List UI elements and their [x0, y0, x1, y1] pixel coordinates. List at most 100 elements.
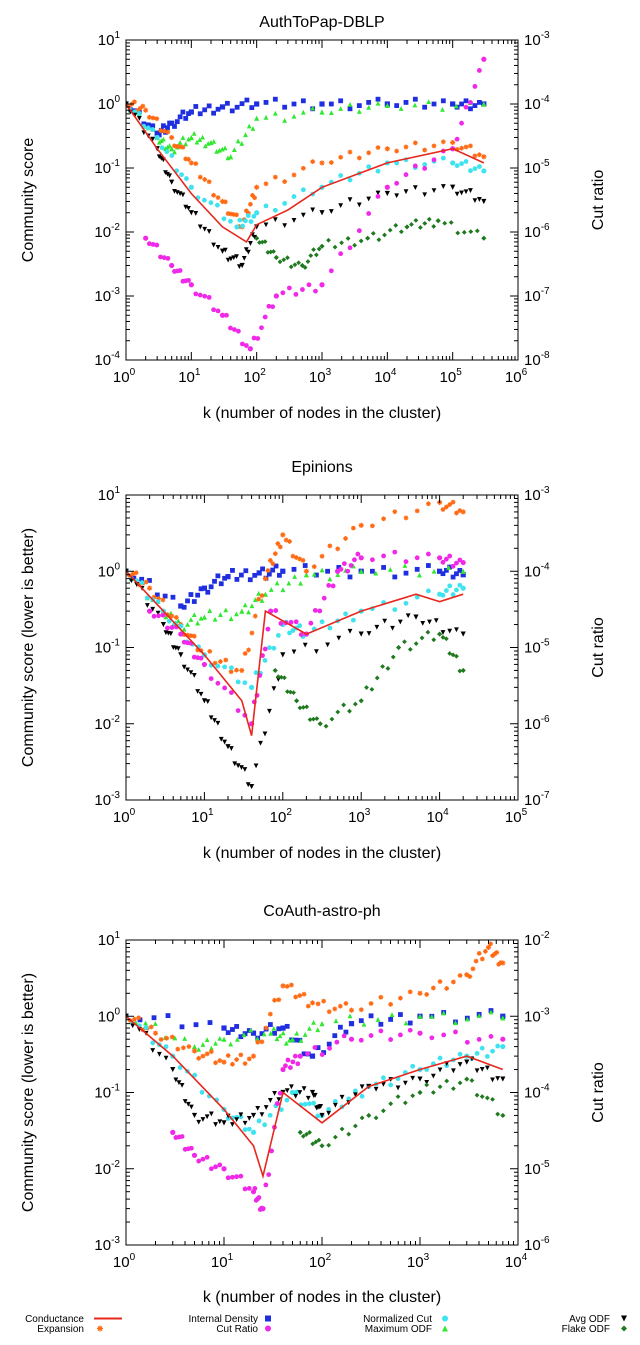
data-point-internal-density: [252, 572, 258, 578]
data-point-maximum-odf: [261, 1031, 267, 1037]
data-point-avg-odf: [318, 1104, 324, 1109]
data-point-flake-odf: [311, 247, 316, 253]
data-point-cut-ratio: [143, 235, 149, 241]
data-point-cut-ratio: [208, 1166, 214, 1172]
data-point-internal-density: [403, 100, 409, 105]
data-point-avg-odf: [403, 189, 409, 195]
data-point-internal-density: [277, 572, 282, 578]
data-point-flake-odf: [448, 220, 454, 225]
data-point-flake-odf: [398, 229, 404, 235]
data-point-expansion: [250, 192, 255, 198]
data-point-maximum-odf: [212, 616, 218, 622]
data-point-expansion: [136, 1015, 142, 1021]
data-point-internal-density: [145, 122, 151, 128]
data-point-flake-odf: [332, 244, 338, 250]
data-point-avg-odf: [319, 210, 325, 216]
data-point-avg-odf: [336, 635, 342, 641]
data-point-cut-ratio: [341, 1033, 347, 1039]
data-point-internal-density: [437, 568, 443, 574]
data-point-cut-ratio: [447, 553, 453, 559]
data-point-cut-ratio: [334, 1039, 340, 1045]
data-point-expansion: [457, 508, 463, 513]
data-point-avg-odf: [249, 783, 255, 790]
data-point-expansion: [169, 613, 175, 619]
data-point-expansion: [211, 192, 216, 198]
x-tick-label: 105: [440, 367, 463, 386]
data-point-flake-odf: [304, 704, 310, 710]
data-point-avg-odf: [238, 1112, 244, 1118]
data-point-maximum-odf: [235, 138, 241, 144]
data-point-internal-density: [291, 101, 297, 107]
data-point-internal-density: [272, 1030, 277, 1036]
data-point-cut-ratio: [191, 1152, 198, 1158]
data-point-avg-odf: [165, 171, 170, 177]
data-point-normalized-cut: [484, 1053, 490, 1059]
data-point-cut-ratio: [230, 1174, 235, 1180]
data-point-normalized-cut: [234, 224, 240, 230]
data-point-internal-density: [202, 107, 208, 113]
x-tick-label: 106: [505, 367, 528, 386]
data-point-expansion: [337, 1003, 343, 1009]
data-point-expansion: [137, 106, 143, 111]
data-point-flake-odf: [352, 242, 358, 248]
data-point-maximum-odf: [366, 104, 372, 110]
data-point-maximum-odf: [228, 1041, 234, 1047]
x-tick-label: 102: [309, 1252, 332, 1271]
data-point-maximum-odf: [204, 1037, 210, 1043]
data-point-internal-density: [230, 567, 235, 573]
data-point-cut-ratio: [217, 1162, 223, 1168]
data-point-maximum-odf: [218, 612, 223, 617]
data-point-maximum-odf: [315, 1027, 321, 1033]
data-point-expansion: [460, 509, 466, 515]
data-point-flake-odf: [300, 704, 306, 710]
data-point-internal-density: [169, 120, 175, 126]
data-point-internal-density: [170, 594, 176, 600]
data-point-avg-odf: [128, 578, 134, 584]
data-point-expansion: [414, 508, 420, 514]
data-point-cut-ratio: [246, 1186, 252, 1191]
data-point-avg-odf: [204, 1114, 210, 1120]
data-point-maximum-odf: [375, 100, 381, 106]
data-point-internal-density: [137, 1017, 143, 1023]
x-tick-label: 103: [348, 807, 371, 826]
data-point-expansion: [161, 128, 167, 134]
data-point-flake-odf: [305, 259, 311, 264]
data-point-expansion: [282, 179, 288, 185]
data-point-internal-density: [249, 105, 255, 111]
data-point-maximum-odf: [347, 101, 353, 107]
data-point-internal-density: [234, 1024, 240, 1029]
data-point-avg-odf: [208, 1111, 214, 1117]
data-point-cut-ratio: [300, 287, 305, 292]
data-point-expansion: [245, 210, 251, 216]
data-point-expansion: [238, 1052, 244, 1058]
data-point-maximum-odf: [440, 107, 445, 112]
data-point-normalized-cut: [319, 619, 325, 625]
data-point-expansion: [496, 961, 502, 967]
data-point-flake-odf: [304, 1131, 309, 1137]
data-point-expansion: [134, 108, 140, 114]
data-point-avg-odf: [219, 248, 226, 254]
legend-label: Expansion: [37, 1324, 84, 1335]
data-point-avg-odf: [380, 1081, 386, 1087]
data-point-internal-density: [154, 592, 160, 598]
data-point-internal-density: [180, 109, 186, 115]
data-point-avg-odf: [228, 746, 234, 751]
data-point-maximum-odf: [197, 137, 203, 143]
data-point-maximum-odf: [412, 102, 418, 108]
data-point-avg-odf: [481, 198, 487, 205]
data-point-expansion: [177, 144, 183, 150]
data-point-cut-ratio: [321, 595, 327, 601]
data-point-maximum-odf: [426, 99, 432, 105]
data-point-avg-odf: [243, 247, 249, 253]
data-point-flake-odf: [358, 698, 364, 704]
data-point-avg-odf: [197, 224, 203, 230]
data-point-expansion: [319, 160, 325, 166]
conductance-line: [126, 103, 485, 244]
data-point-maximum-odf: [169, 146, 175, 152]
data-point-expansion: [381, 516, 386, 522]
data-point-internal-density: [151, 1015, 157, 1021]
data-point-maximum-odf: [172, 149, 177, 155]
data-point-flake-odf: [413, 641, 419, 647]
data-point-cut-ratio: [165, 625, 170, 631]
